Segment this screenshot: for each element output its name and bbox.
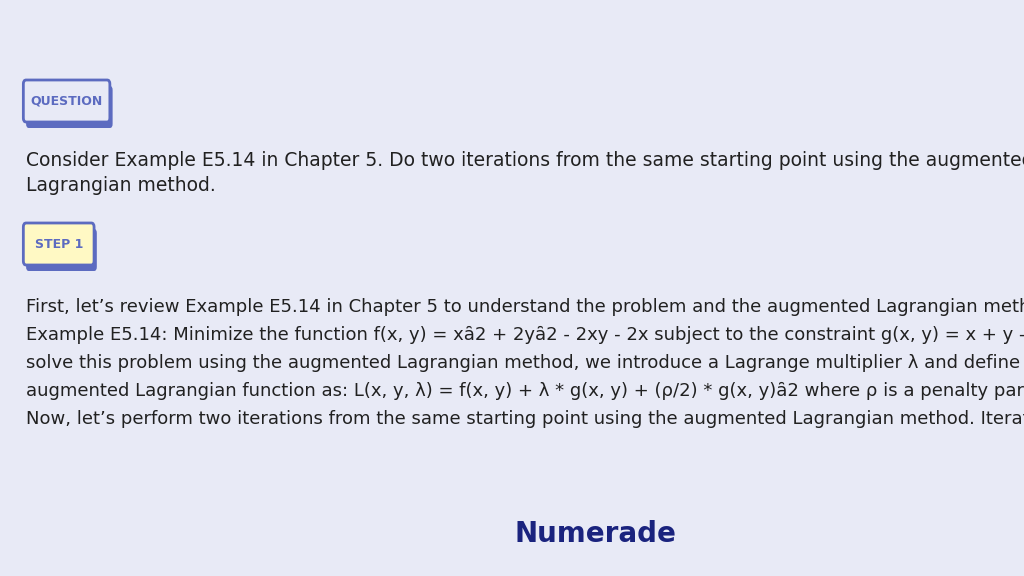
FancyBboxPatch shape (26, 86, 113, 128)
Text: First, let’s review Example E5.14 in Chapter 5 to understand the problem and the: First, let’s review Example E5.14 in Cha… (26, 298, 1024, 316)
Text: solve this problem using the augmented Lagrangian method, we introduce a Lagrang: solve this problem using the augmented L… (26, 354, 1024, 372)
Text: Numerade: Numerade (514, 520, 677, 548)
Text: Now, let’s perform two iterations from the same starting point using the augment: Now, let’s perform two iterations from t… (26, 410, 1024, 428)
Text: QUESTION: QUESTION (31, 94, 102, 108)
Text: Consider Example E5.14 in Chapter 5. Do two iterations from the same starting po: Consider Example E5.14 in Chapter 5. Do … (26, 151, 1024, 170)
Text: Lagrangian method.: Lagrangian method. (26, 176, 216, 195)
FancyBboxPatch shape (24, 80, 110, 122)
FancyBboxPatch shape (24, 223, 94, 265)
FancyBboxPatch shape (26, 229, 97, 271)
Text: Example E5.14: Minimize the function f(x, y) = xȃ2 + 2yȃ2 - 2xy - 2x subject to : Example E5.14: Minimize the function f(x… (26, 326, 1024, 344)
Text: STEP 1: STEP 1 (35, 237, 83, 251)
Text: augmented Lagrangian function as: L(x, y, λ) = f(x, y) + λ * g(x, y) + (ρ/2) * g: augmented Lagrangian function as: L(x, y… (26, 382, 1024, 400)
